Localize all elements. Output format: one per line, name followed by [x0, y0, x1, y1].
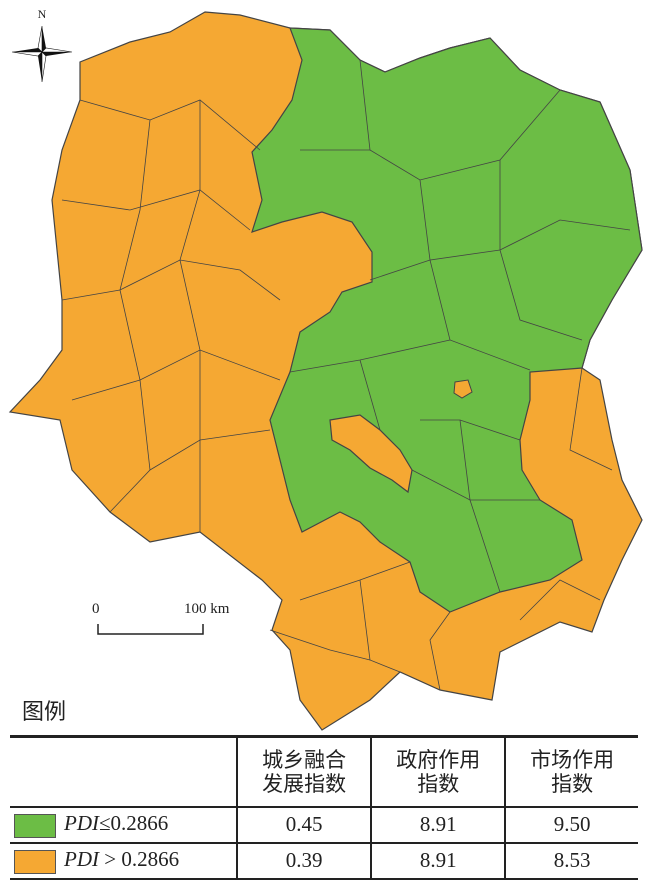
scale-start: 0 — [92, 601, 100, 617]
county-borders — [61, 59, 631, 691]
header-pdi: 城乡融合 发展指数 — [235, 736, 372, 807]
header-government: 政府作用 指数 — [370, 736, 506, 807]
scale-end: 100 km — [184, 601, 230, 617]
region-orange-city — [453, 379, 473, 399]
swatch-orange — [14, 849, 56, 874]
north-arrow: N — [11, 7, 73, 83]
legend-table: 城乡融合 发展指数 政府作用 指数 市场作用 指数 PDI≤0.2866 0.45 8.… — [10, 735, 638, 880]
region-orange-central — [329, 414, 413, 494]
legend-row-high: PDI > 0.2866 0.39 8.91 8.53 — [10, 842, 638, 879]
region-green — [251, 27, 643, 613]
legend-row-low: PDI≤0.2866 0.45 8.91 9.50 — [10, 806, 638, 843]
swatch-green — [14, 813, 56, 838]
legend-title: 图例 — [22, 699, 67, 724]
north-label: N — [38, 7, 47, 21]
map: N 0 100 km — [8, 7, 643, 731]
scale-bar: 0 100 km — [92, 601, 230, 635]
header-market: 市场作用 指数 — [504, 736, 638, 807]
header-blank — [10, 737, 237, 807]
